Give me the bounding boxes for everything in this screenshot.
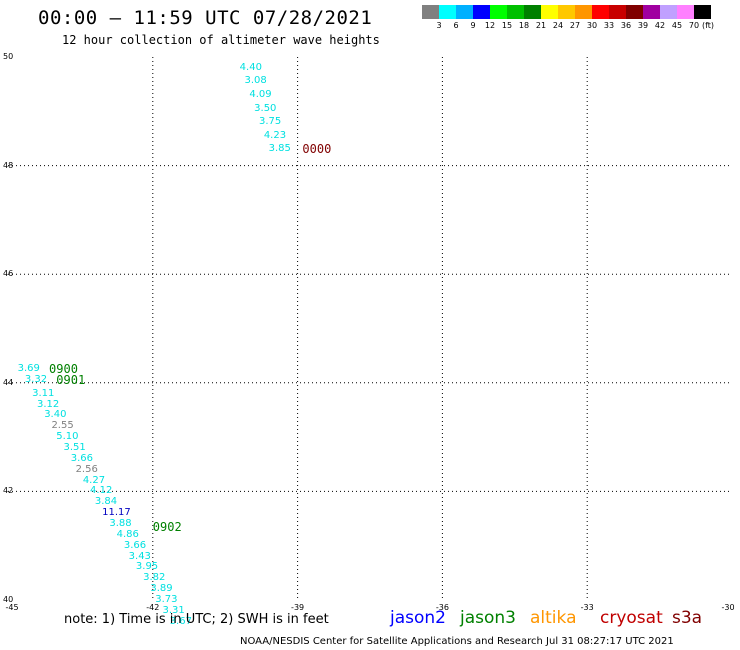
colorbar-tick-label: 12 [484, 21, 496, 30]
colorbar-swatch [524, 5, 541, 19]
wave-height-label: 3.32 [24, 374, 48, 386]
pass-time-label: 0901 [56, 373, 86, 388]
wave-height-label: 3.82 [143, 572, 166, 584]
y-tick-label: 40 [3, 595, 14, 604]
wave-height-label: 4.86 [116, 528, 139, 540]
colorbar-tick-label: 39 [637, 21, 649, 30]
colorbar-tick-label: 18 [518, 21, 530, 30]
y-tick-label: 48 [3, 160, 14, 170]
colorbar-swatch [592, 5, 609, 19]
colorbar-swatch [643, 5, 660, 19]
y-tick-label: 44 [3, 377, 14, 387]
colorbar-swatch [626, 5, 643, 19]
colorbar-swatch [609, 5, 626, 19]
wave-height-label: 4.23 [263, 129, 287, 141]
colorbar-swatch [575, 5, 592, 19]
wave-height-label: 11.17 [102, 507, 131, 519]
x-tick-label: -42 [146, 603, 160, 612]
wave-height-label: 3.66 [123, 539, 147, 551]
wave-height-label: 5.10 [56, 431, 79, 443]
wave-height-label: 4.27 [82, 474, 106, 486]
colorbar-tick-label: 33 [603, 21, 615, 30]
colorbar-swatch [473, 5, 490, 19]
colorbar-swatch [439, 5, 456, 19]
wave-height-label: 3.95 [135, 561, 159, 573]
colorbar-swatch [541, 5, 558, 19]
colorbar [422, 5, 711, 19]
colorbar-tick-label: 70 [688, 21, 700, 30]
colorbar-tick-label: 42 [654, 21, 666, 30]
footnote: note: 1) Time is in UTC; 2) SWH is in fe… [64, 612, 329, 627]
colorbar-swatch [456, 5, 473, 19]
wave-height-label: 3.67 [169, 615, 192, 627]
credits-line: NOAA/NESDIS Center for Satellite Applica… [240, 636, 674, 647]
colorbar-tick-label: 30 [586, 21, 598, 30]
wave-height-label: 3.08 [244, 75, 267, 87]
wave-height-label: 3.12 [36, 398, 60, 410]
colorbar-tick-label: (ft) [701, 21, 715, 30]
colorbar-swatch [660, 5, 677, 19]
y-tick-label: 50 [3, 52, 14, 61]
wave-height-label: 3.66 [70, 452, 93, 464]
colorbar-tick-label: 15 [501, 21, 513, 30]
wave-height-label: 3.69 [17, 363, 40, 375]
colorbar-swatch [507, 5, 524, 19]
wave-height-label: 3.85 [268, 143, 291, 155]
x-tick-label: -45 [5, 603, 19, 612]
x-tick-label: -39 [291, 603, 305, 612]
legend-item-s3a: s3a [672, 608, 703, 628]
colorbar-swatch [694, 5, 711, 19]
wave-height-label: 3.75 [258, 116, 282, 128]
wave-height-label: 3.51 [63, 441, 86, 453]
legend-item-cryosat: cryosat [600, 608, 663, 628]
colorbar-swatch [490, 5, 507, 19]
wave-height-label: 3.31 [162, 604, 185, 616]
colorbar-tick-label: 9 [470, 21, 476, 30]
wave-height-label: 3.40 [44, 409, 67, 421]
colorbar-tick-label: 24 [552, 21, 564, 30]
map-subtitle: 12 hour collection of altimeter wave hei… [62, 33, 380, 47]
colorbar-swatch [422, 5, 439, 19]
wave-height-label: 2.55 [51, 420, 74, 432]
colorbar-labels: 3 6 9 12 15 18 21 24 27 30 33 36 39 42 45 70 (ft) [422, 21, 740, 33]
wave-height-label: 4.12 [90, 485, 113, 497]
colorbar-tick-label: 27 [569, 21, 581, 30]
colorbar-tick-label: 6 [453, 21, 459, 30]
colorbar-tick-label: 45 [671, 21, 683, 30]
wave-height-label: 3.84 [94, 496, 118, 508]
wave-height-label: 3.43 [128, 550, 151, 562]
legend-item-jason2: jason2 [390, 608, 446, 628]
legend-item-jason3: jason3 [460, 608, 516, 628]
pass-time-label: 0900 [49, 362, 78, 377]
colorbar-swatch [558, 5, 575, 19]
y-tick-label: 46 [3, 269, 14, 279]
x-tick-label: -36 [435, 603, 449, 612]
wave-height-label: 3.50 [254, 102, 277, 114]
wave-height-label: 2.56 [75, 463, 98, 475]
y-tick-label: 42 [3, 486, 14, 496]
wave-height-label: 3.11 [32, 387, 55, 399]
colorbar-tick-label: 21 [535, 21, 547, 30]
colorbar-tick-label: 36 [620, 21, 632, 30]
x-tick-label: -33 [580, 603, 594, 612]
wave-height-label: 4.40 [239, 61, 262, 73]
wave-height-label: 3.73 [155, 594, 178, 605]
wave-height-label: 3.88 [109, 517, 132, 529]
colorbar-swatch [677, 5, 694, 19]
pass-time-label: 0000 [302, 142, 332, 157]
x-tick-label: -30 [721, 603, 735, 612]
colorbar-tick-label: 3 [436, 21, 442, 30]
map-title: 00:00 — 11:59 UTC 07/28/2021 [38, 7, 373, 29]
wave-height-label: 4.09 [249, 89, 272, 100]
wave-height-label: 3.89 [150, 583, 173, 595]
pass-time-label: 0902 [152, 519, 182, 534]
legend-item-altika: altika [530, 608, 577, 628]
